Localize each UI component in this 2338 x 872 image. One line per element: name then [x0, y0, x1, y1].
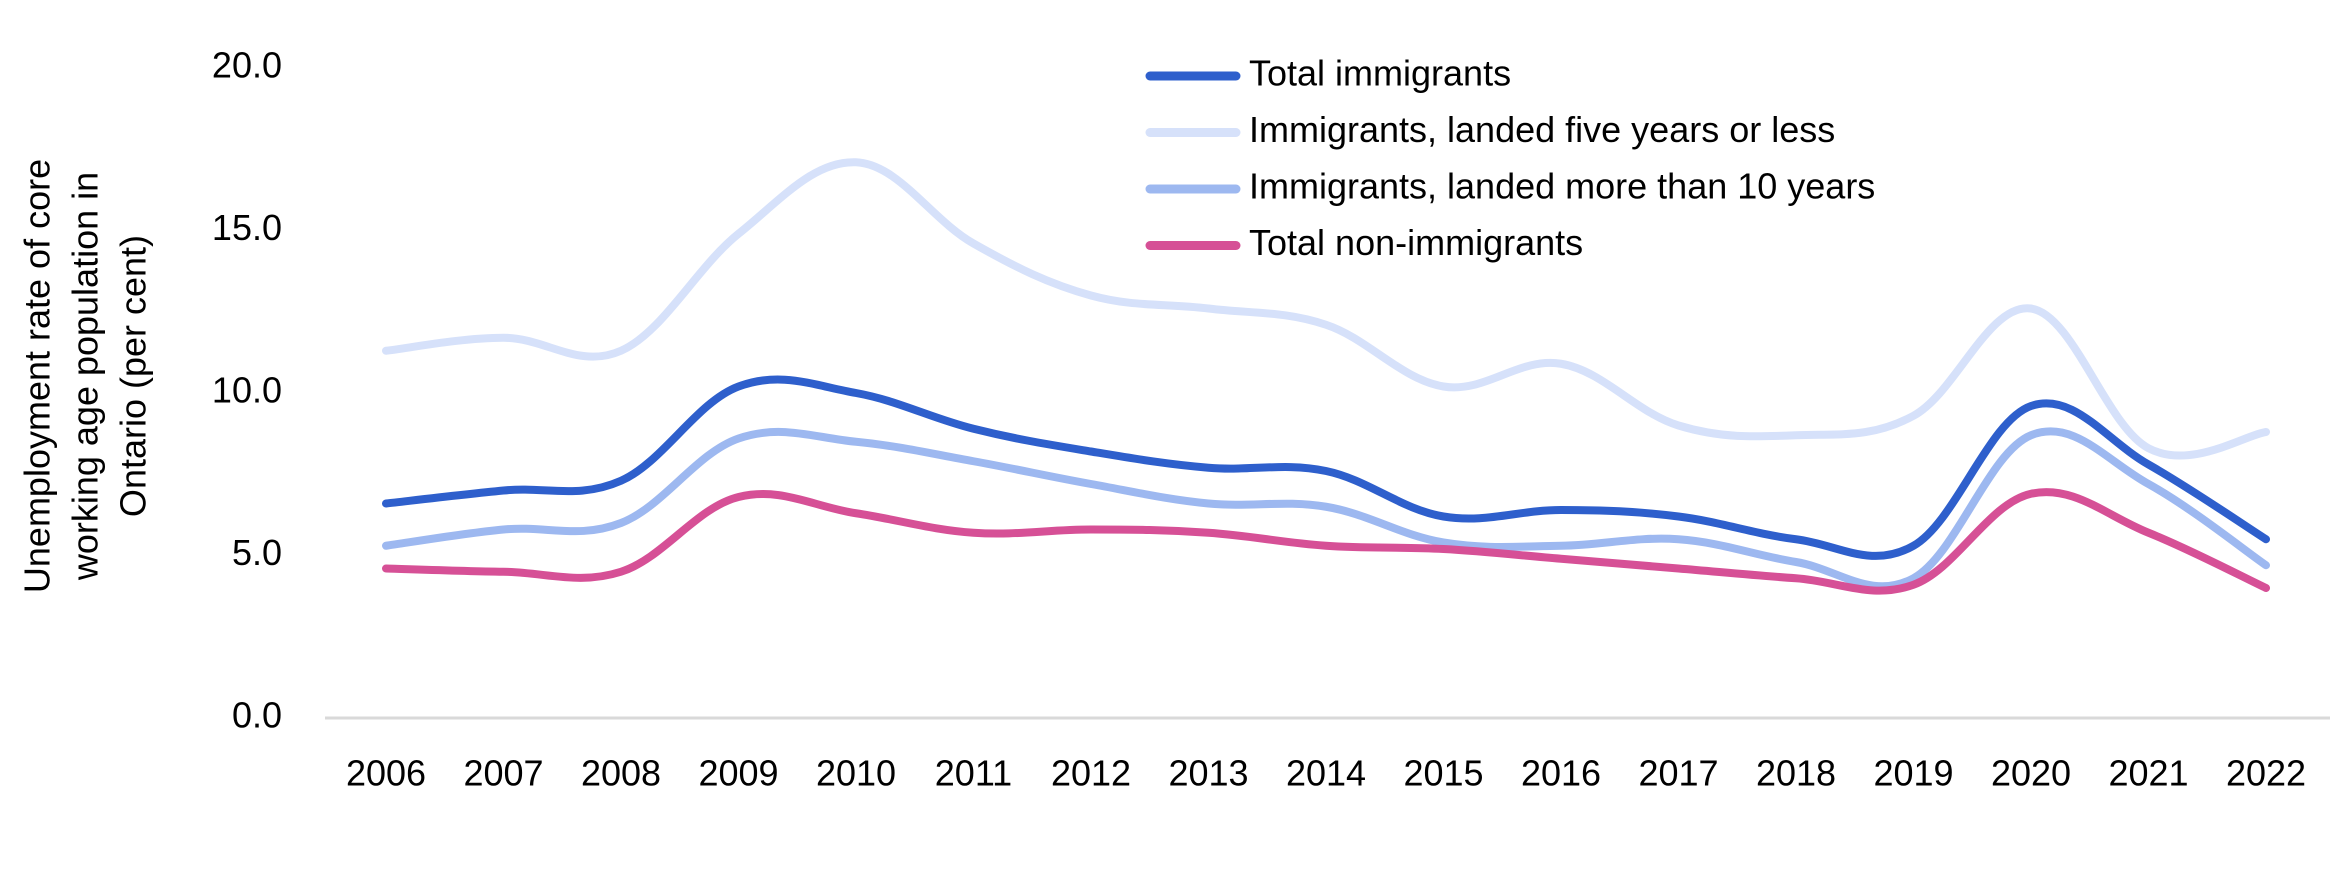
x-tick-label: 2011 [935, 753, 1012, 794]
x-tick-label: 2009 [698, 753, 778, 794]
legend-label: Total non-immigrants [1249, 222, 1583, 263]
y-tick-label: 15.0 [212, 207, 282, 248]
series-line-3 [382, 427, 2270, 591]
y-tick-label: 10.0 [212, 370, 282, 411]
series-line-2 [382, 158, 2270, 460]
x-tick-label: 2016 [1521, 753, 1601, 794]
y-tick-label: 5.0 [232, 532, 282, 573]
series-line-4 [382, 488, 2270, 595]
x-tick-label: 2006 [346, 753, 426, 794]
x-tick-label: 2007 [463, 753, 543, 794]
x-tick-label: 2021 [2108, 753, 2188, 794]
y-tick-label: 20.0 [212, 45, 282, 86]
series-line-1 [382, 375, 2270, 560]
y-axis-title-line: Ontario (per cent) [113, 235, 154, 517]
x-tick-label: 2022 [2226, 753, 2306, 794]
x-tick-label: 2019 [1873, 753, 1953, 794]
x-tick-label: 2015 [1403, 753, 1483, 794]
x-tick-label: 2008 [581, 753, 661, 794]
x-tick-label: 2014 [1286, 753, 1366, 794]
y-axis-ticks: 0.0 5.0 10.0 15.0 20.0 [212, 45, 282, 736]
legend-label: Immigrants, landed five years or less [1249, 109, 1835, 150]
x-tick-label: 2020 [1991, 753, 2071, 794]
series-lines [382, 158, 2270, 595]
legend-label: Immigrants, landed more than 10 years [1249, 166, 1875, 207]
y-tick-label: 0.0 [232, 695, 282, 736]
legend-label: Total immigrants [1249, 53, 1511, 94]
y-axis-title-line: working age population in [65, 172, 106, 581]
legend: Total immigrants Immigrants, landed five … [1145, 53, 1875, 263]
x-tick-label: 2012 [1051, 753, 1131, 794]
x-tick-label: 2013 [1168, 753, 1248, 794]
y-axis-title: Unemployment rate of core working age pop… [17, 159, 154, 593]
y-axis-title-line: Unemployment rate of core [17, 159, 58, 593]
x-tick-label: 2018 [1756, 753, 1836, 794]
x-tick-label: 2010 [816, 753, 896, 794]
x-tick-label: 2017 [1638, 753, 1718, 794]
x-axis-ticks: 2006 2007 2008 2009 2010 2011 2012 2013 2014 2015… [346, 753, 2306, 794]
